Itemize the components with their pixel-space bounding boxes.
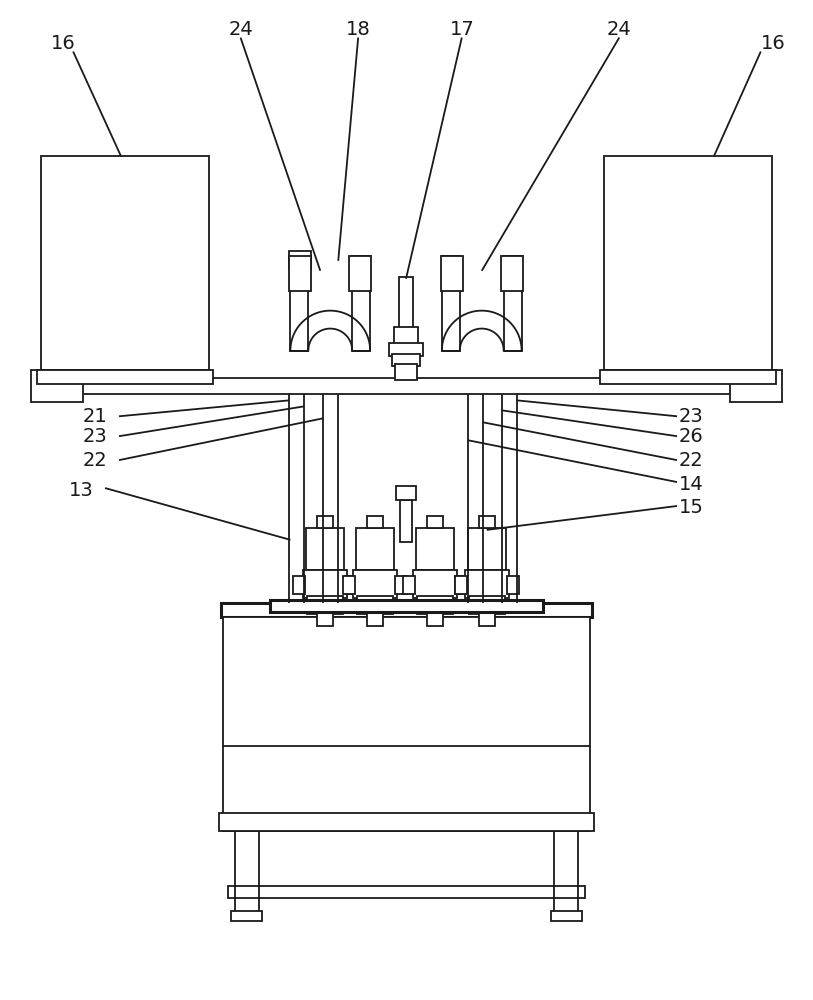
- Bar: [400, 500, 412, 542]
- Bar: [41, 156, 209, 370]
- Bar: [350, 256, 371, 291]
- Text: 16: 16: [51, 34, 76, 53]
- Text: 26: 26: [679, 427, 704, 446]
- Bar: [290, 256, 308, 351]
- Bar: [31, 370, 83, 402]
- Bar: [550, 911, 582, 921]
- Bar: [395, 364, 417, 380]
- Bar: [730, 370, 782, 402]
- Bar: [394, 327, 418, 345]
- Bar: [479, 516, 494, 528]
- Bar: [219, 813, 594, 831]
- Text: 24: 24: [606, 20, 632, 39]
- Text: 23: 23: [679, 407, 704, 426]
- Bar: [442, 256, 460, 351]
- Bar: [289, 256, 311, 291]
- Bar: [357, 596, 393, 614]
- Bar: [427, 516, 443, 528]
- Bar: [223, 617, 590, 831]
- Bar: [271, 600, 542, 612]
- Bar: [367, 516, 383, 528]
- Text: 17: 17: [450, 20, 474, 39]
- Bar: [293, 576, 306, 594]
- Bar: [427, 612, 443, 626]
- Text: 21: 21: [83, 407, 108, 426]
- Bar: [454, 576, 467, 594]
- Bar: [604, 156, 772, 370]
- Bar: [600, 370, 776, 384]
- Bar: [317, 612, 333, 626]
- Bar: [417, 596, 453, 614]
- Bar: [467, 528, 506, 570]
- Text: 22: 22: [679, 451, 704, 470]
- Bar: [413, 570, 457, 598]
- Bar: [356, 528, 394, 570]
- Bar: [307, 596, 343, 614]
- Text: 16: 16: [761, 34, 785, 53]
- Bar: [352, 256, 370, 351]
- Bar: [501, 256, 523, 291]
- Bar: [396, 486, 416, 500]
- Bar: [346, 576, 357, 594]
- Bar: [317, 516, 333, 528]
- Bar: [389, 343, 423, 356]
- Bar: [465, 570, 509, 598]
- Bar: [504, 256, 522, 351]
- Bar: [399, 277, 413, 329]
- Bar: [228, 886, 585, 898]
- Text: 13: 13: [69, 481, 94, 500]
- Bar: [37, 370, 213, 384]
- Bar: [231, 911, 263, 921]
- Bar: [395, 576, 407, 594]
- Bar: [506, 576, 519, 594]
- Bar: [441, 256, 463, 291]
- Bar: [469, 596, 505, 614]
- Text: 18: 18: [346, 20, 371, 39]
- Bar: [289, 251, 311, 269]
- Bar: [343, 576, 355, 594]
- Bar: [403, 576, 415, 594]
- Text: 14: 14: [679, 475, 704, 494]
- Bar: [392, 354, 420, 366]
- Bar: [479, 612, 494, 626]
- Text: 22: 22: [83, 451, 108, 470]
- Bar: [353, 570, 397, 598]
- Bar: [367, 612, 383, 626]
- Bar: [307, 528, 344, 570]
- Bar: [416, 528, 454, 570]
- Bar: [454, 576, 467, 594]
- Bar: [303, 570, 347, 598]
- Text: 24: 24: [228, 20, 253, 39]
- Bar: [39, 378, 774, 394]
- Bar: [220, 603, 593, 617]
- Text: 23: 23: [83, 427, 108, 446]
- Text: 15: 15: [679, 498, 704, 517]
